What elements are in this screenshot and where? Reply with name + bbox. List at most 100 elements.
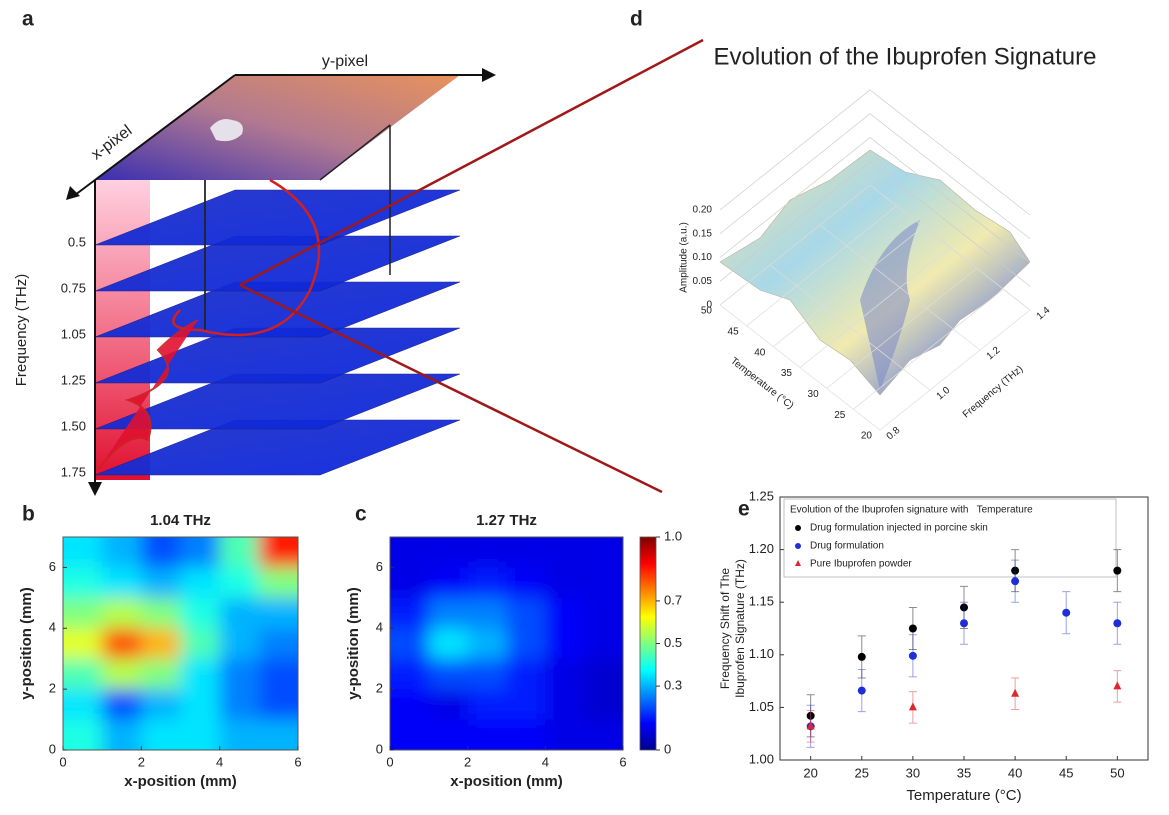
- heat-cell: [102, 597, 143, 630]
- data-point: [960, 619, 968, 628]
- data-point: [960, 603, 968, 612]
- heat-cell: [584, 628, 623, 660]
- chart-title: 1.27 THz: [476, 512, 537, 529]
- heat-cell: [180, 567, 221, 599]
- data-point: [806, 711, 815, 720]
- z-axis-label: Frequency (THz): [13, 274, 30, 387]
- arrow-head: [482, 68, 496, 82]
- y-tick-label: 1.4: [1035, 305, 1053, 323]
- connector: [239, 283, 663, 494]
- colorbar-tick-label: 0.5: [664, 635, 682, 650]
- x-tick-label: 0: [386, 754, 393, 769]
- grid-line: [719, 137, 1031, 263]
- z-tick-label: 0.20: [693, 205, 713, 216]
- data-point: [795, 560, 801, 566]
- x-tick-label: 25: [855, 765, 869, 780]
- x-tick-label: 30: [906, 765, 920, 780]
- data-point: [1011, 688, 1020, 697]
- y-axis-label: Frequency Shift of The: [718, 568, 732, 690]
- x-tick-label: 4: [542, 754, 549, 769]
- chart-title: Evolution of the Ibuprofen Signature: [714, 43, 1097, 70]
- heat-cell: [506, 537, 547, 569]
- heat-cell: [545, 567, 586, 599]
- y-tick-label: 2: [376, 681, 383, 696]
- heat-cell: [141, 689, 182, 721]
- y-tick-label: 0.8: [885, 425, 903, 443]
- y-tick-label: 6: [376, 559, 383, 574]
- heat-cell: [141, 597, 182, 630]
- panel-label: e: [738, 498, 750, 521]
- heat-cell: [219, 537, 260, 569]
- heat-cell: [390, 597, 430, 630]
- heat-cell: [219, 567, 260, 599]
- data-point: [1011, 577, 1020, 586]
- heat-cell: [506, 597, 547, 630]
- heat-cell: [180, 658, 221, 691]
- y-tick-label: 1.20: [749, 541, 774, 556]
- slice-label: 1.25: [61, 372, 86, 387]
- heat-cell: [390, 537, 430, 569]
- heat-cell: [63, 628, 104, 660]
- grid-line: [869, 184, 1031, 311]
- grid-line: [826, 268, 977, 389]
- heat-cell: [63, 567, 104, 599]
- x-tick-label: 20: [803, 765, 817, 780]
- x-axis-label: x-position (mm): [124, 773, 237, 790]
- x-tick-label: 50: [701, 306, 713, 317]
- heat-cell: [63, 597, 104, 630]
- grid-line: [853, 288, 1004, 410]
- heat-cell: [390, 719, 430, 750]
- heat-cell: [141, 628, 182, 660]
- x-tick-label: 50: [1110, 765, 1124, 780]
- slice-label: 1.75: [61, 464, 86, 479]
- heat-cell: [141, 537, 182, 569]
- heat-cell: [258, 567, 298, 599]
- heat-cell: [180, 719, 221, 750]
- x-tick-label: 30: [808, 389, 820, 400]
- arrow-head: [66, 186, 80, 200]
- heatmap-cells: [63, 537, 298, 750]
- colorbar-tick-label: 0: [664, 741, 671, 756]
- grid-line: [719, 113, 1031, 240]
- y-tick-label: 1.00: [749, 751, 774, 766]
- plot-frame: [62, 536, 299, 751]
- chart-title: 1.04 THz: [150, 512, 211, 529]
- heat-cell: [467, 689, 508, 721]
- heat-cell: [102, 567, 143, 599]
- legend-label: Pure Ibuprofen powder: [810, 559, 912, 570]
- grid-line: [799, 247, 951, 368]
- heat-cell: [506, 658, 547, 691]
- connector: [239, 38, 704, 287]
- x-tick-label: 2: [138, 754, 145, 769]
- grid-line: [773, 226, 924, 347]
- data-point: [908, 624, 917, 633]
- data-point: [908, 702, 917, 711]
- panel-label: a: [22, 8, 34, 31]
- heat-cell: [428, 719, 469, 750]
- panel-label: b: [22, 503, 35, 526]
- y-axis-label: y-position (mm): [18, 587, 35, 700]
- heat-cell: [390, 567, 430, 599]
- x-tick-label: 40: [1008, 765, 1022, 780]
- heat-cell: [584, 597, 623, 630]
- x-axis-label: Temperature (°C): [728, 356, 795, 412]
- heat-cell: [219, 597, 260, 630]
- heat-cell: [141, 719, 182, 750]
- y-tick-label: 1.25: [749, 488, 774, 503]
- panel-label: c: [355, 503, 367, 526]
- slice-label: 0.5: [68, 234, 86, 249]
- y-tick-label: 1.15: [749, 594, 774, 609]
- y-tick-label: 1.10: [749, 646, 774, 661]
- data-point: [806, 721, 815, 730]
- heat-cell: [584, 689, 623, 721]
- heat-cell: [584, 567, 623, 599]
- data-point: [795, 525, 801, 531]
- z-tick-label: 0: [706, 300, 712, 311]
- heat-cell: [467, 628, 508, 660]
- heat-cell: [219, 628, 260, 660]
- y-axis-label: Frequency (THz): [961, 364, 1026, 421]
- data-point: [1113, 681, 1122, 690]
- heat-cell: [258, 597, 298, 630]
- y-tick-label: 4: [376, 620, 383, 635]
